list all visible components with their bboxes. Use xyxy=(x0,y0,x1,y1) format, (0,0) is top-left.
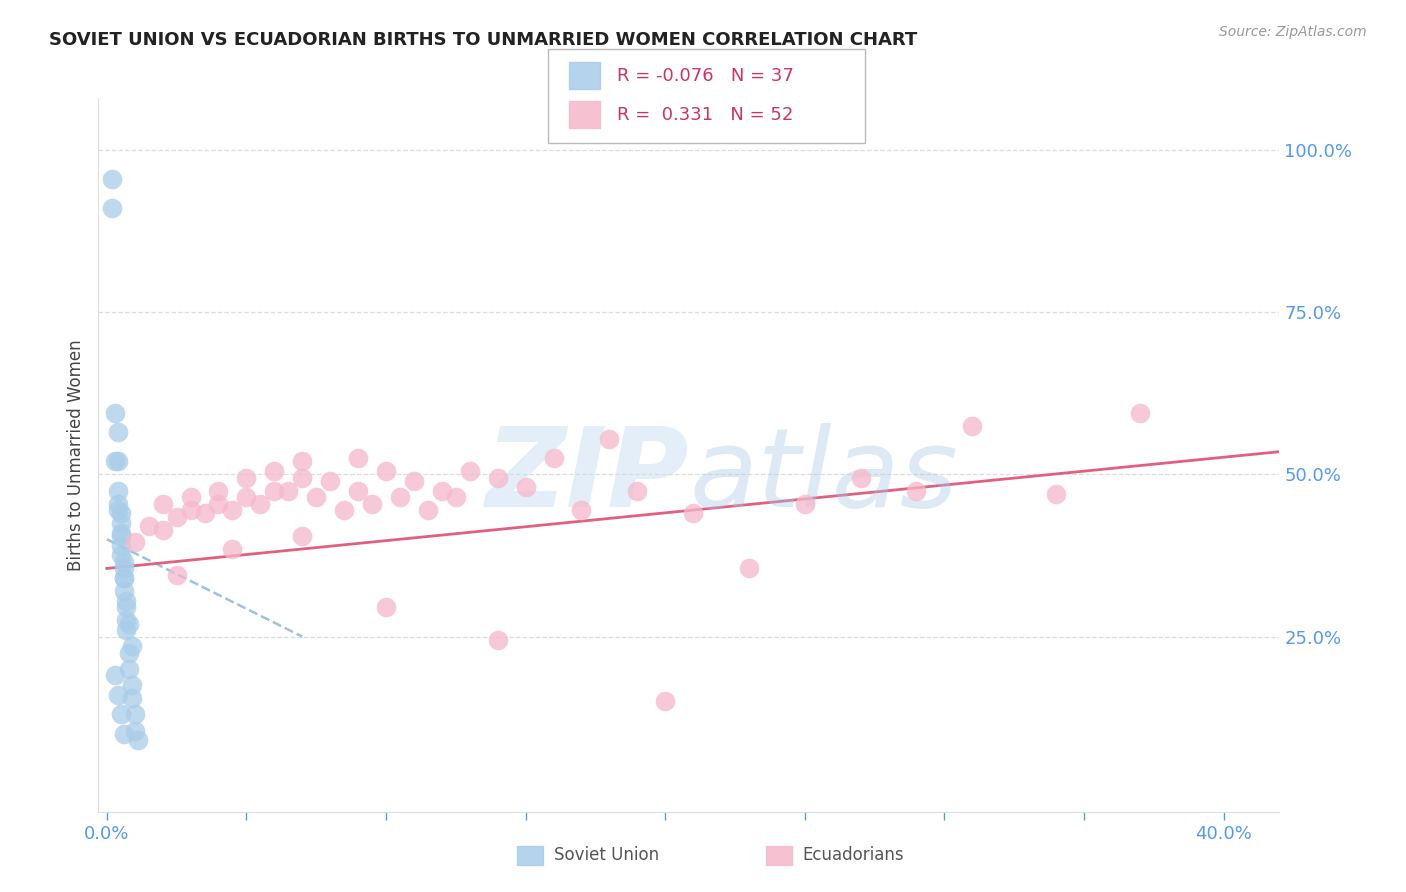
Point xyxy=(110,529,132,543)
Point xyxy=(905,483,928,498)
Point xyxy=(110,549,132,563)
Point xyxy=(107,454,129,468)
Point xyxy=(115,623,138,637)
Point xyxy=(112,571,135,585)
Point xyxy=(104,454,127,468)
Point xyxy=(361,497,384,511)
Point xyxy=(118,662,141,676)
Point xyxy=(112,584,135,599)
Point xyxy=(263,483,285,498)
Point xyxy=(112,555,135,569)
Point xyxy=(1129,406,1152,420)
Point xyxy=(152,523,174,537)
Point xyxy=(110,707,132,722)
Point xyxy=(112,727,135,741)
Point xyxy=(124,535,146,549)
Point xyxy=(375,600,398,615)
Point xyxy=(738,561,761,575)
Point xyxy=(626,483,648,498)
Text: Source: ZipAtlas.com: Source: ZipAtlas.com xyxy=(1219,25,1367,39)
Point xyxy=(221,503,243,517)
Point xyxy=(291,470,314,484)
Point xyxy=(207,497,229,511)
Point xyxy=(793,497,815,511)
Point xyxy=(115,613,138,627)
Point xyxy=(347,483,370,498)
Point xyxy=(598,432,620,446)
Point xyxy=(221,541,243,556)
Text: Soviet Union: Soviet Union xyxy=(554,847,659,864)
Point xyxy=(486,470,509,484)
Point xyxy=(121,678,143,692)
Point xyxy=(444,490,467,504)
Point xyxy=(962,418,984,433)
Point xyxy=(305,490,328,504)
Point xyxy=(104,406,127,420)
Point xyxy=(112,571,135,585)
Point xyxy=(180,503,202,517)
Point xyxy=(107,503,129,517)
Point xyxy=(416,503,439,517)
Point xyxy=(458,464,481,478)
Point xyxy=(101,202,124,216)
Point xyxy=(291,529,314,543)
Point xyxy=(166,509,188,524)
Point xyxy=(486,632,509,647)
Point xyxy=(110,516,132,530)
Point xyxy=(115,594,138,608)
Point xyxy=(193,506,215,520)
Point xyxy=(263,464,285,478)
Text: atlas: atlas xyxy=(689,423,957,530)
Point xyxy=(152,497,174,511)
Point xyxy=(319,474,342,488)
Point xyxy=(104,668,127,682)
Point xyxy=(235,470,257,484)
Point xyxy=(654,694,676,708)
Point xyxy=(849,470,872,484)
Point xyxy=(107,483,129,498)
Text: ZIP: ZIP xyxy=(485,423,689,530)
Point xyxy=(515,480,537,494)
Point xyxy=(112,561,135,575)
Point xyxy=(235,490,257,504)
Point xyxy=(118,646,141,660)
Y-axis label: Births to Unmarried Women: Births to Unmarried Women xyxy=(66,339,84,571)
Point xyxy=(430,483,453,498)
Point xyxy=(291,454,314,468)
Point xyxy=(571,503,593,517)
Point xyxy=(110,539,132,553)
Point xyxy=(1045,487,1067,501)
Point xyxy=(121,691,143,706)
Point xyxy=(110,506,132,520)
Point xyxy=(107,425,129,440)
Point xyxy=(124,723,146,738)
Point xyxy=(138,519,160,533)
Point xyxy=(347,451,370,466)
Point xyxy=(110,525,132,540)
Point xyxy=(115,600,138,615)
Point xyxy=(107,688,129,702)
Point xyxy=(121,640,143,654)
Point xyxy=(101,172,124,186)
Point xyxy=(543,451,565,466)
Point xyxy=(166,568,188,582)
Point xyxy=(180,490,202,504)
Text: Ecuadorians: Ecuadorians xyxy=(803,847,904,864)
Point xyxy=(107,497,129,511)
Point xyxy=(682,506,704,520)
Point xyxy=(333,503,356,517)
Point xyxy=(118,616,141,631)
Point xyxy=(402,474,425,488)
Text: R = -0.076   N = 37: R = -0.076 N = 37 xyxy=(617,67,794,85)
Text: SOVIET UNION VS ECUADORIAN BIRTHS TO UNMARRIED WOMEN CORRELATION CHART: SOVIET UNION VS ECUADORIAN BIRTHS TO UNM… xyxy=(49,31,918,49)
Text: R =  0.331   N = 52: R = 0.331 N = 52 xyxy=(617,105,793,123)
Point xyxy=(127,733,149,747)
Point xyxy=(388,490,411,504)
Point xyxy=(124,707,146,722)
Point xyxy=(277,483,299,498)
Point xyxy=(207,483,229,498)
Point xyxy=(249,497,271,511)
Point xyxy=(375,464,398,478)
